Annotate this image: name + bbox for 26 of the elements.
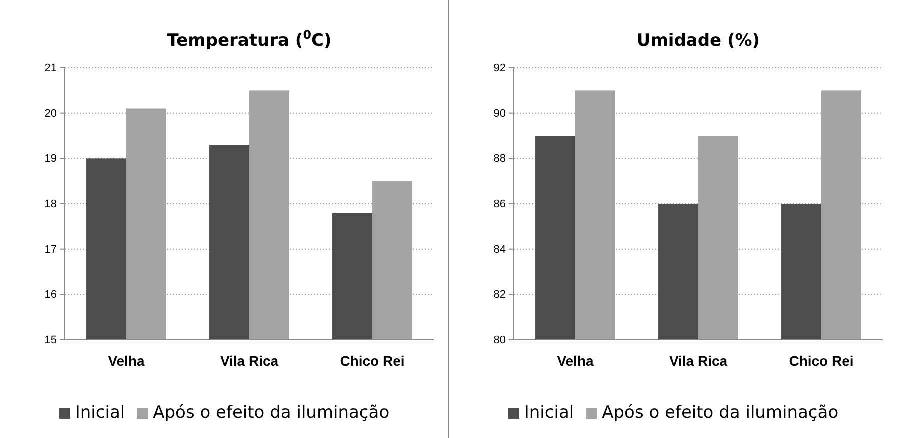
x-tick-label: Chico Rei [340,352,405,369]
y-tick-label: 92 [494,62,506,75]
x-tick-label: Vila Rica [220,352,279,369]
legend-label: Inicial [524,403,574,423]
x-tick-label: Vila Rica [669,352,728,369]
y-tick-label: 19 [44,153,57,166]
legend-label: Após o efeito da iluminação [153,403,390,423]
y-tick-label: 88 [494,153,506,166]
y-tick-label: 90 [494,108,506,120]
x-tick-label: Chico Rei [789,352,854,369]
chart-title: Umidade (%) [636,31,760,51]
x-tick-label: Velha [108,352,145,369]
y-tick-label: 80 [494,334,506,347]
x-tick-label: Velha [557,352,594,369]
y-tick-label: 84 [494,244,506,256]
y-tick-label: 20 [44,108,57,120]
chart-title: Temperatura ($^{0}$C) [167,28,332,51]
y-tick-label: 18 [44,198,57,211]
y-tick-label: 17 [44,244,57,256]
legend-label: Inicial [75,403,126,423]
y-tick-label: 86 [494,198,506,211]
y-tick-label: 15 [44,334,57,347]
legend-label: Após o efeito da iluminação [602,403,839,423]
y-tick-label: 16 [44,289,57,302]
y-tick-label: 21 [44,62,57,75]
y-tick-label: 82 [494,289,506,302]
